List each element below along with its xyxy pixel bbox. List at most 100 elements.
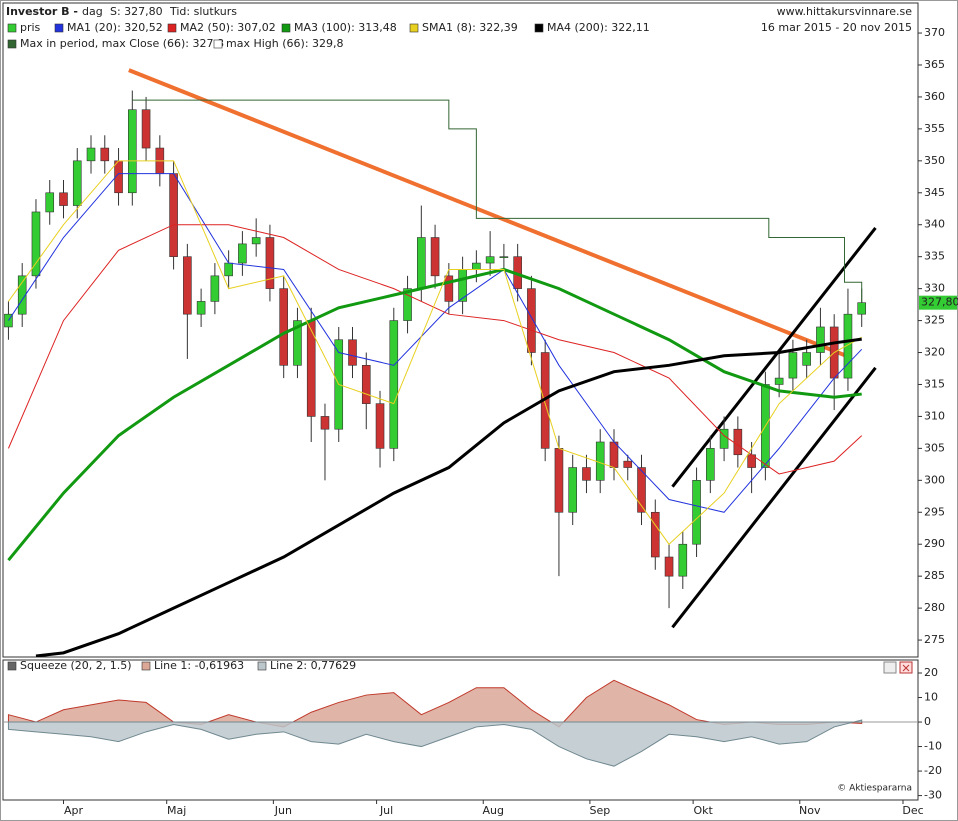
y-tick-label: 365 (924, 58, 945, 71)
candle-body (210, 275, 220, 302)
indicator-line (35, 337, 862, 657)
candle-body (816, 326, 825, 353)
y-tick-label: 315 (924, 377, 945, 390)
y-tick-label: 290 (924, 537, 945, 550)
y-tick-label: 0 (924, 715, 931, 728)
legend-swatch (409, 23, 419, 33)
candle-body (527, 288, 536, 353)
candle-body (417, 237, 426, 289)
candle-body (72, 160, 82, 206)
y-tick-label: 325 (924, 314, 945, 327)
candle-body (403, 288, 412, 321)
legend-label: MA4 (200): 322,11 (547, 21, 650, 34)
y-tick-label: 285 (924, 569, 945, 582)
legend-swatch (141, 661, 151, 671)
candle-body (857, 302, 867, 315)
candle-body (650, 511, 660, 558)
x-tick-label: Aug (483, 804, 504, 817)
candle-body (279, 288, 288, 366)
candle-body (774, 377, 784, 385)
squeeze-area (7, 719, 863, 767)
y-tick-label: 275 (924, 633, 945, 646)
x-tick-label: Sep (590, 804, 611, 817)
close-icon (902, 664, 910, 672)
candle-body (375, 403, 385, 449)
legend-label: MA1 (20): 320,52 (67, 21, 163, 34)
candle-body (554, 448, 564, 513)
candle-body (637, 467, 646, 513)
y-tick-label: 295 (924, 505, 945, 518)
candle-body (31, 211, 41, 277)
candle-body (595, 441, 605, 481)
indicator-line (7, 267, 862, 562)
candle-body (389, 320, 399, 449)
candle-body (348, 339, 357, 366)
candle-body (169, 173, 178, 257)
candle-body (293, 320, 302, 366)
candle-body (802, 352, 811, 366)
x-tick-label: Dec (902, 804, 923, 817)
indicator-line (132, 99, 863, 303)
candle-body (361, 365, 371, 404)
legend-swatch (167, 23, 177, 33)
legend-label: Line 1: -0,61963 (154, 659, 244, 672)
y-tick-label: 355 (924, 122, 945, 135)
y-tick-label: -30 (924, 789, 942, 802)
site: www.hittakursvinnare.se (777, 5, 913, 18)
candle-body (609, 441, 619, 468)
candle-body (59, 192, 68, 206)
last-price-box (919, 295, 957, 310)
legend-label: pris (20, 21, 41, 34)
candle-body (678, 543, 688, 577)
candle-body (100, 147, 110, 162)
legend-label: Max in period, max Close (66): 327,8 (20, 37, 224, 50)
candle-body (706, 448, 715, 481)
y-tick-label: 350 (924, 154, 945, 167)
candle-body (733, 428, 743, 456)
y-tick-label: 310 (924, 409, 945, 422)
legend-swatch (257, 661, 267, 671)
legend-label: Line 2: 0,77629 (270, 659, 356, 672)
y-tick-label: -10 (924, 740, 942, 753)
x-tick-label: Okt (693, 804, 713, 817)
y-tick-label: 305 (924, 441, 945, 454)
candle-body (430, 237, 440, 277)
last-price: S: 327,80 (110, 5, 163, 18)
legend-swatch (7, 39, 17, 49)
legend-label: Squeeze (20, 2, 1.5) (20, 659, 132, 672)
legend-label: MA3 (100): 313,48 (294, 21, 397, 34)
legend-swatch (213, 39, 223, 49)
title: Investor B - (6, 5, 78, 18)
y-tick-label: 10 (924, 691, 938, 704)
candle-body (568, 467, 578, 513)
candle-body (499, 256, 509, 258)
candle-body (17, 275, 27, 315)
date-range: 16 mar 2015 - 20 nov 2015 (761, 21, 912, 34)
x-tick-label: Jun (274, 804, 292, 817)
zoom-button[interactable] (883, 661, 897, 674)
trend-line (128, 68, 846, 357)
indicator-line (7, 224, 863, 475)
candle-body (265, 237, 275, 289)
candle-body (582, 467, 591, 481)
x-tick-label: Maj (167, 804, 186, 817)
candle-body (141, 109, 151, 149)
legend-label: SMA1 (8): 322,39 (422, 21, 518, 34)
candle-body (238, 243, 247, 264)
indicator-line (8, 173, 863, 513)
legend-swatch (281, 23, 291, 33)
legend-swatch (7, 23, 17, 33)
y-tick-label: 345 (924, 186, 945, 199)
legend-swatch (534, 23, 544, 33)
price-panel (2, 2, 919, 658)
credit: © Aktiespararna (837, 784, 912, 794)
candle-body (692, 480, 701, 545)
y-tick-label: 330 (924, 282, 945, 295)
squeeze-plot (3, 679, 918, 767)
candle-body (224, 262, 233, 277)
candle-body (45, 192, 55, 213)
y-tick-label: 280 (924, 601, 945, 614)
price-plot (4, 68, 877, 657)
x-tick-label: Jul (379, 804, 393, 817)
